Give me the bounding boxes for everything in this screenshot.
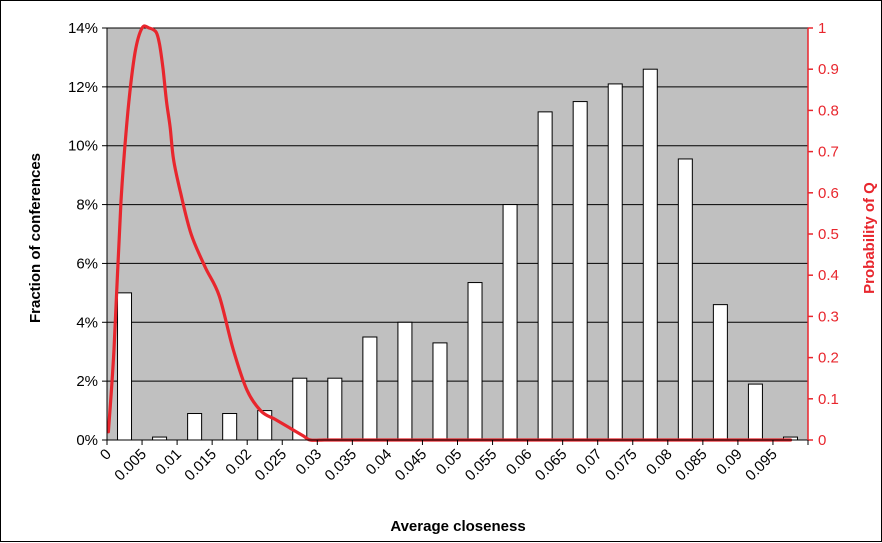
x-axis-ticks: 00.005 0.010.015 0.020.025 0.030.035 0.040.0… xyxy=(97,440,809,485)
right-tick-label: 0.7 xyxy=(818,144,839,161)
left-tick-label: 4% xyxy=(76,314,98,331)
bar xyxy=(572,101,588,441)
x-tick-label: 0.045 xyxy=(392,446,431,485)
x-tick-label: 0.095 xyxy=(742,446,781,485)
left-tick-label: 14% xyxy=(68,20,98,37)
left-tick-label: 8% xyxy=(76,197,98,214)
bar xyxy=(327,377,343,441)
x-tick-label: 0 xyxy=(97,446,115,464)
x-tick-label: 0.085 xyxy=(672,446,711,485)
x-tick-label: 0.035 xyxy=(322,446,361,485)
x-tick-label: 0.03 xyxy=(292,446,325,479)
bar xyxy=(607,83,623,441)
right-axis-ticks: 0 0.1 0.2 0.3 0.4 0.5 0.6 0.7 0.8 0.9 1 xyxy=(808,20,839,449)
x-tick-label: 0.025 xyxy=(252,446,291,485)
right-tick-label: 0.2 xyxy=(818,350,839,367)
right-tick-label: 0.3 xyxy=(818,308,839,325)
x-tick-label: 0.08 xyxy=(643,446,676,479)
right-tick-label: 0.4 xyxy=(818,267,839,284)
x-tick-label: 0.04 xyxy=(363,446,396,479)
bar xyxy=(467,282,483,441)
bar xyxy=(642,68,658,441)
right-tick-label: 0.8 xyxy=(818,102,839,119)
x-tick-label: 0.055 xyxy=(462,446,501,485)
bar xyxy=(432,342,448,441)
x-tick-label: 0.005 xyxy=(111,446,150,485)
bar xyxy=(747,383,763,441)
x-tick-label: 0.05 xyxy=(433,446,466,479)
x-tick-label: 0.06 xyxy=(503,446,536,479)
left-axis-ticks: 0% 2% 4% 6% 8% 10% 12% 14% xyxy=(68,20,107,449)
left-tick-label: 10% xyxy=(68,138,98,155)
x-tick-label: 0.07 xyxy=(573,446,606,479)
left-tick-label: 6% xyxy=(76,255,98,272)
left-axis-label: Fraction of conferences xyxy=(27,153,44,323)
bar xyxy=(222,413,238,441)
bar xyxy=(502,204,518,441)
left-tick-label: 12% xyxy=(68,79,98,96)
x-tick-label: 0.065 xyxy=(532,446,571,485)
left-tick-label: 0% xyxy=(76,432,98,449)
bar xyxy=(712,304,728,441)
x-tick-label: 0.02 xyxy=(222,446,255,479)
right-tick-label: 0.6 xyxy=(818,185,839,202)
x-tick-label: 0.01 xyxy=(152,446,185,479)
bar xyxy=(187,413,203,441)
right-tick-label: 0.1 xyxy=(818,391,839,408)
right-tick-label: 0.5 xyxy=(818,226,839,243)
x-tick-label: 0.09 xyxy=(713,446,746,479)
bar xyxy=(117,292,133,441)
right-tick-label: 0.9 xyxy=(818,61,839,78)
grid-lines xyxy=(107,27,808,382)
x-axis-label: Average closeness xyxy=(390,518,525,535)
bar-series xyxy=(117,68,798,441)
plot-area xyxy=(106,27,809,441)
bar xyxy=(397,321,413,441)
bar xyxy=(537,111,553,441)
x-tick-label: 0.015 xyxy=(181,446,220,485)
right-tick-label: 0 xyxy=(818,432,826,449)
bar xyxy=(362,336,378,441)
x-tick-label: 0.075 xyxy=(602,446,641,485)
right-tick-label: 1 xyxy=(818,20,826,37)
bar xyxy=(677,158,693,441)
left-tick-label: 2% xyxy=(76,373,98,390)
right-axis-label: Probability of Q xyxy=(861,182,878,294)
